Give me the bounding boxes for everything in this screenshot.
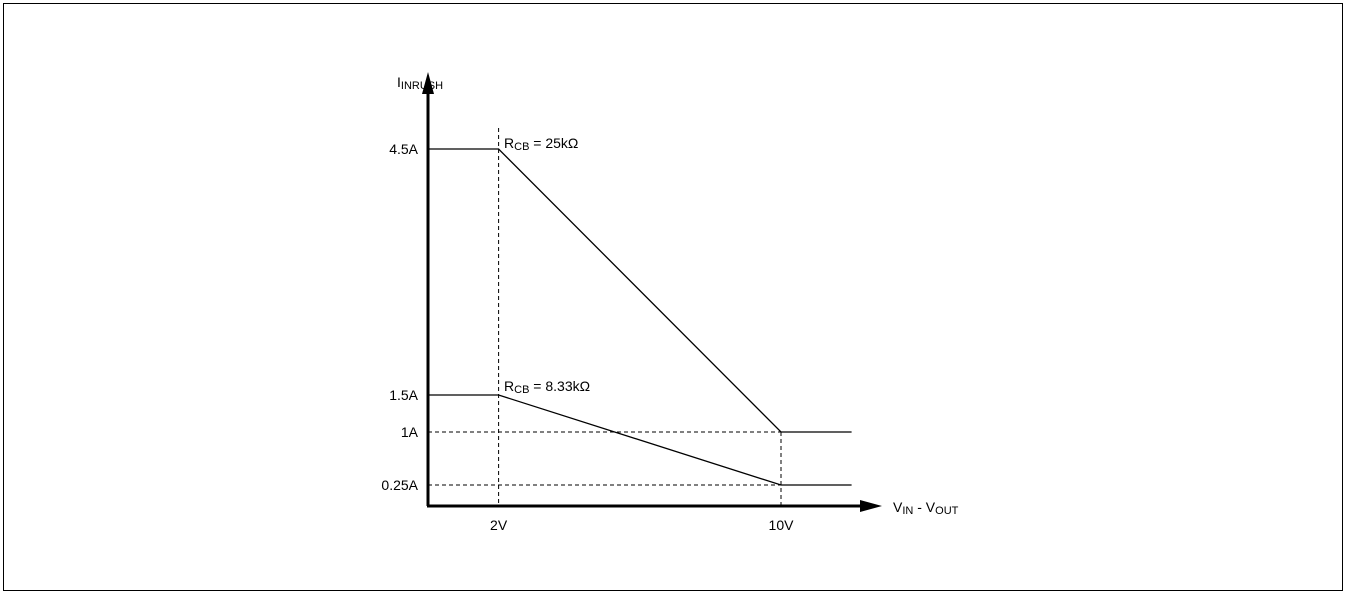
x-tick-label: 10V bbox=[769, 517, 795, 533]
x-tick-labels: 2V 10V bbox=[490, 517, 794, 533]
series-label-25k-main: R bbox=[504, 135, 514, 151]
y-axis-label: IINRUSH bbox=[397, 74, 443, 92]
series-line-1 bbox=[428, 394, 852, 486]
series-label-25k-rest: = 25kΩ bbox=[529, 135, 578, 151]
x-axis-label-v1: V bbox=[893, 499, 903, 515]
series-label-8k-rest: = 8.33kΩ bbox=[529, 378, 590, 394]
x-axis-label-out: OUT bbox=[935, 505, 959, 517]
y-tick-label: 1.5A bbox=[389, 387, 418, 403]
series-lines bbox=[428, 148, 852, 486]
x-tick-label: 2V bbox=[490, 517, 508, 533]
y-axis-label-sub: INRUSH bbox=[401, 80, 443, 92]
x-axis-label-v2: V bbox=[926, 499, 936, 515]
y-tick-label: 1A bbox=[401, 424, 419, 440]
y-axis-label-main: I bbox=[397, 74, 401, 90]
y-tick-labels: 4.5A 1.5A 1A 0.25A bbox=[381, 141, 418, 493]
series-label-8k-main: R bbox=[504, 378, 514, 394]
series-line-0 bbox=[428, 148, 852, 433]
x-axis-label-sep: - bbox=[913, 499, 925, 515]
y-tick-label: 4.5A bbox=[389, 141, 418, 157]
x-axis-label: VIN - VOUT bbox=[893, 499, 959, 517]
guide-lines bbox=[428, 128, 782, 506]
series-label-8k-sub: CB bbox=[514, 384, 529, 396]
x-axis-arrow bbox=[860, 500, 882, 512]
figure-frame bbox=[3, 3, 1343, 591]
y-tick-label: 0.25A bbox=[381, 477, 418, 493]
x-axis-label-in: IN bbox=[902, 505, 913, 517]
series-label-25k-sub: CB bbox=[514, 141, 529, 153]
series-label-8k: RCB = 8.33kΩ bbox=[504, 378, 590, 396]
y-axis-arrow bbox=[422, 72, 434, 94]
series-label-25k: RCB = 25kΩ bbox=[504, 135, 578, 153]
